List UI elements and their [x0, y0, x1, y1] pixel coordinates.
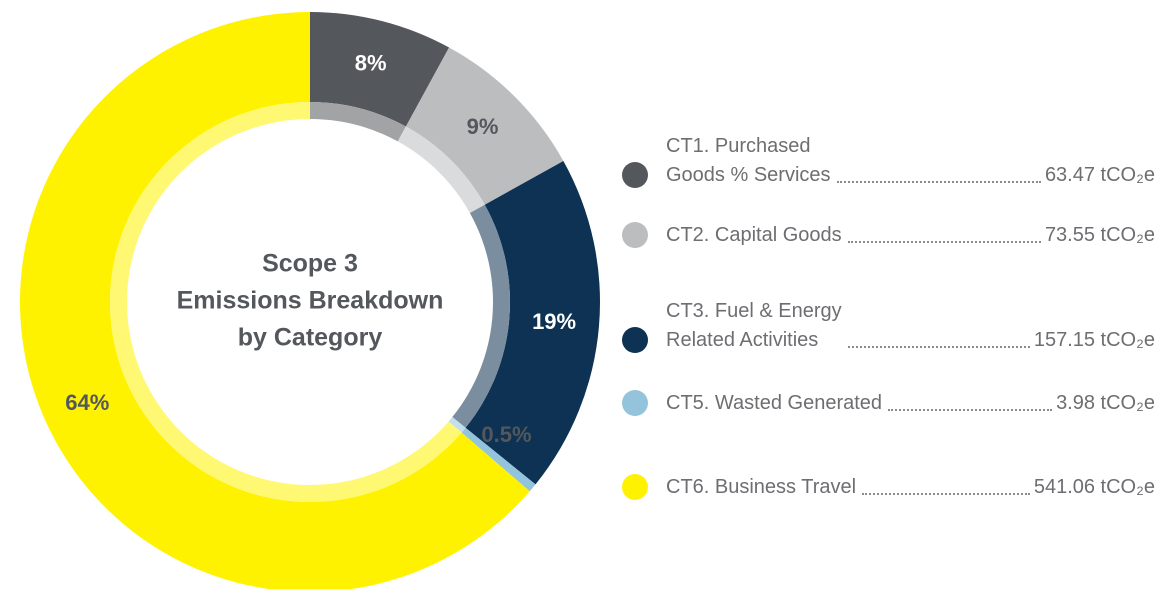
legend-swatch — [622, 390, 648, 416]
slice — [310, 12, 450, 127]
legend-item: CT3. Fuel & Energy Related Activities 157… — [622, 297, 1155, 355]
slice-inner-ring — [397, 126, 485, 213]
legend-swatch — [622, 162, 648, 188]
chart-title: Emissions Breakdown — [177, 287, 444, 315]
leader-dots — [888, 409, 1053, 411]
legend-item: CT5. Wasted Generated 3.98 tCO₂e — [622, 389, 1155, 418]
legend-item: CT6. Business Travel 541.06 tCO₂e — [622, 473, 1155, 502]
chart-title: by Category — [238, 324, 383, 352]
legend-swatch — [622, 474, 648, 500]
legend-swatch — [622, 327, 648, 353]
legend-item: CT1. Purchased Goods % Services 63.47 tCO… — [622, 132, 1155, 190]
slice-inner-ring — [452, 204, 510, 428]
data-label: 9% — [467, 114, 499, 139]
data-label: 64% — [65, 390, 109, 415]
slice-inner-ring — [310, 102, 406, 142]
legend-item: CT2. Capital Goods 73.55 tCO₂e — [622, 221, 1155, 250]
slice — [405, 47, 564, 205]
slice — [461, 427, 536, 492]
legend-label: CT1. Purchased Goods % Services — [666, 135, 831, 186]
slice — [20, 12, 530, 589]
legend-label: CT6. Business Travel — [666, 476, 857, 498]
slices — [20, 12, 600, 589]
legend-value: 3.98 tCO₂e — [1056, 392, 1155, 414]
legend-swatch — [622, 222, 648, 248]
legend-value: 73.55 tCO₂e — [1044, 224, 1155, 246]
data-label: 8% — [355, 50, 387, 75]
legend-label: CT3. Fuel & Energy Related Activities — [666, 300, 842, 351]
slice-inner-ring — [448, 417, 466, 433]
leader-dots — [847, 241, 1041, 243]
chart-title: Scope 3 — [262, 250, 358, 278]
data-label: 0.5% — [481, 422, 531, 447]
leader-dots — [847, 346, 1030, 348]
slice — [465, 160, 600, 485]
slice-inner-ring — [109, 102, 462, 502]
leader-dots — [862, 493, 1030, 495]
legend-value: 63.47 tCO₂e — [1044, 164, 1155, 186]
legend-value: 157.15 tCO₂e — [1033, 329, 1155, 351]
leader-dots — [836, 181, 1041, 183]
data-label: 19% — [532, 309, 576, 334]
legend-label: CT2. Capital Goods — [666, 224, 842, 246]
legend-value: 541.06 tCO₂e — [1033, 476, 1155, 498]
legend-label: CT5. Wasted Generated — [666, 392, 883, 414]
